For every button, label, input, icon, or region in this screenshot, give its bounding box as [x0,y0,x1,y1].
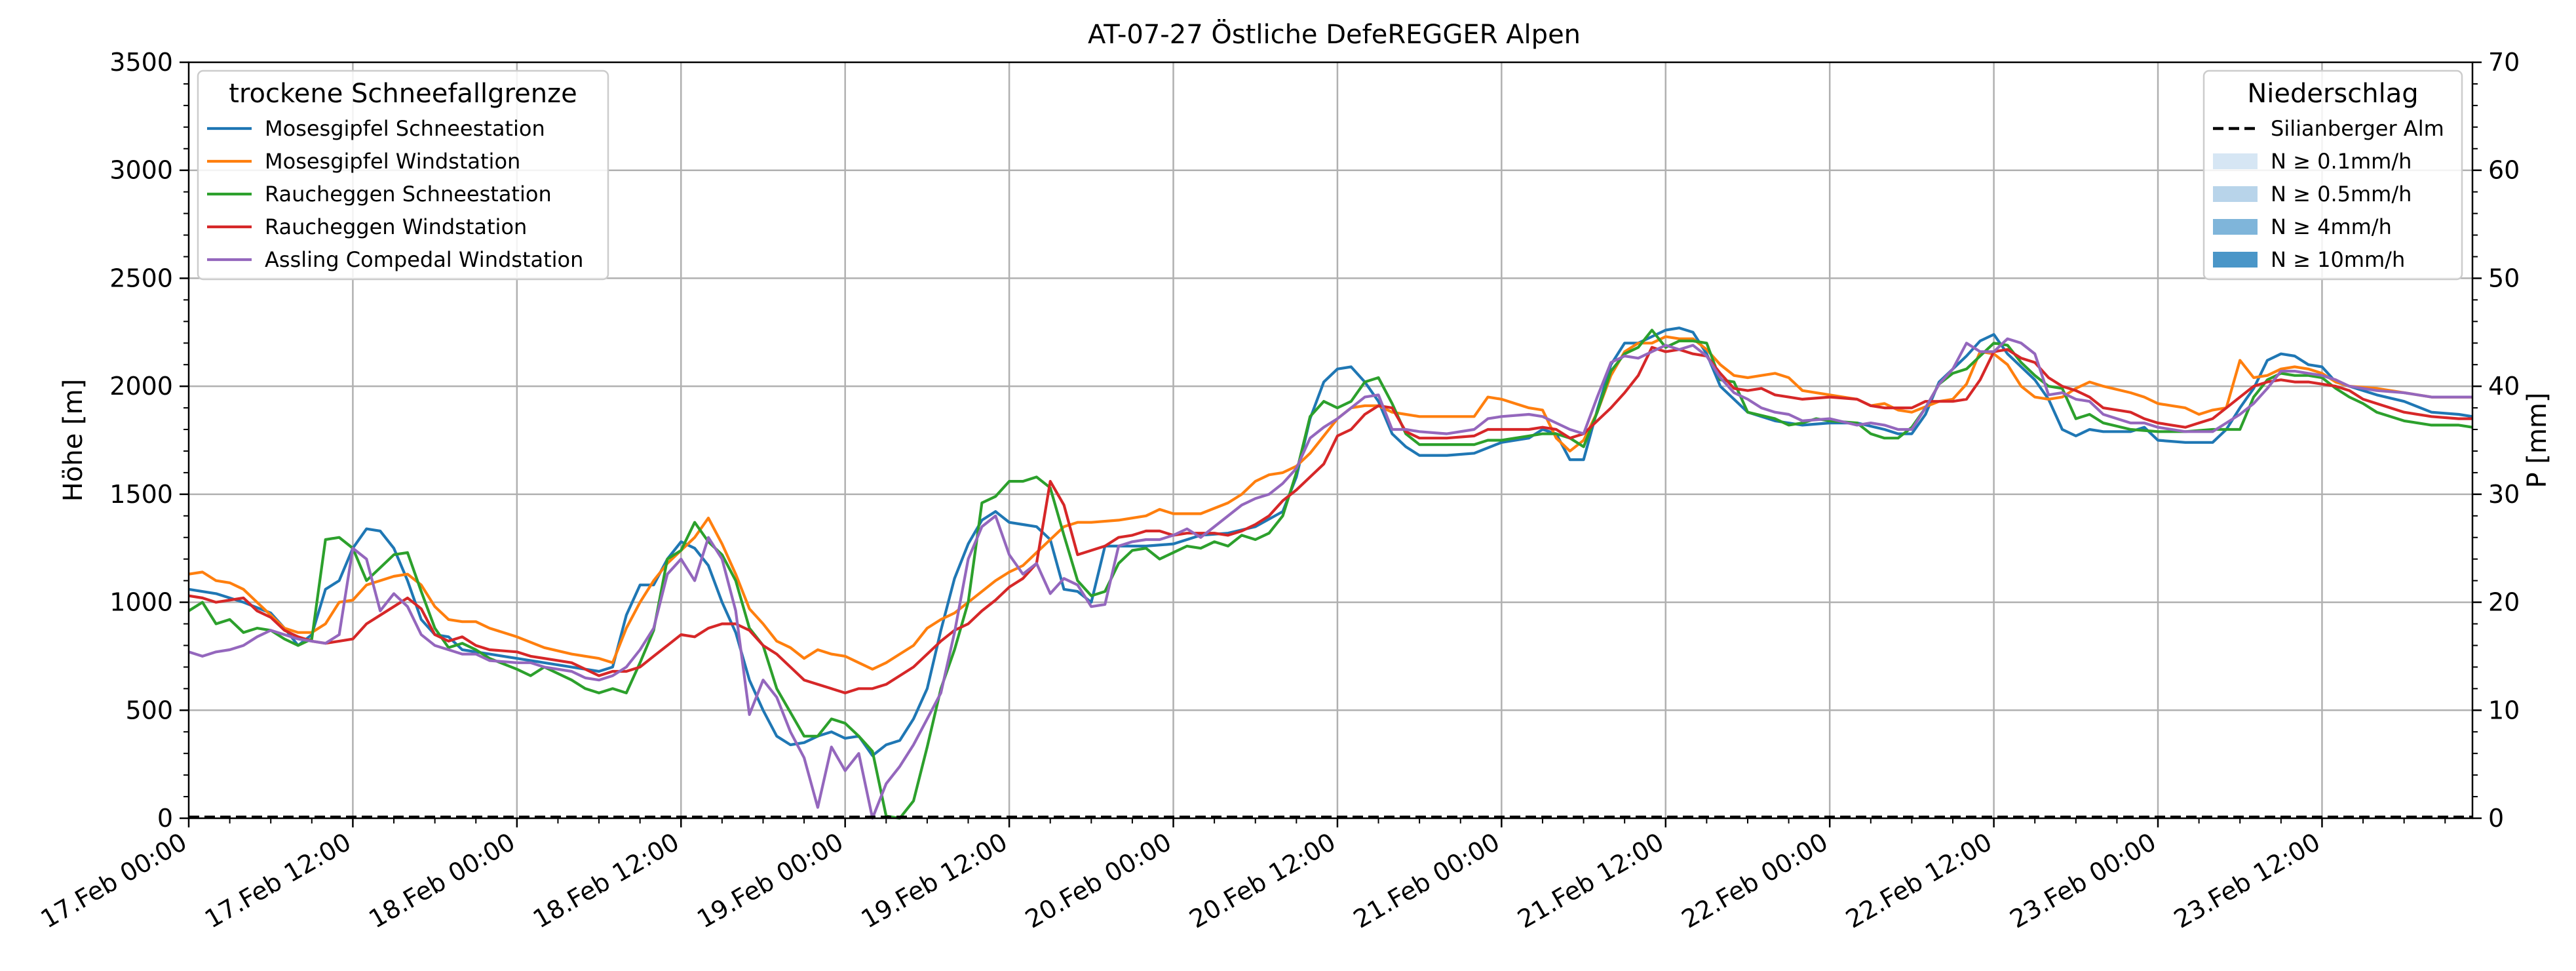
legend-entry: Assling Compedal Windstation [265,247,583,272]
y2-tick-label: 40 [2488,372,2520,401]
y-axis-right-ticks: 0 10 20 30 40 50 60 70 [2472,48,2520,833]
series-line [188,327,2473,757]
minor-ticks [183,83,2478,823]
legend-box [2202,69,2463,281]
y-axis-left-ticks: 0 500 1000 1500 2000 2500 3000 3500 [109,48,189,833]
y-tick-label: 1500 [109,480,173,509]
y2-tick-label: 30 [2488,480,2520,509]
plot-frame [187,61,2474,820]
y-tick-label: 3500 [109,48,173,77]
legend-title: Niederschlag [2247,79,2418,109]
series-line [188,337,2472,820]
y2-axis-label: P [mm] [2522,393,2552,488]
legend-precipitation: Niederschlag Silianberger Alm N ≥ 0.1mm/h N… [2202,69,2463,281]
legend-box [197,69,609,281]
legend-entry: Mosesgipfel Windstation [265,149,520,174]
y2-tick-label: 20 [2488,588,2520,617]
y-axis-label: Höhe [m] [58,379,88,502]
legend-entry: N ≥ 10mm/h [2271,247,2405,272]
y2-tick-label: 10 [2488,696,2520,724]
y-tick-label: 3000 [109,156,173,185]
series-lines [187,327,2473,820]
y2-tick-label: 60 [2488,156,2520,185]
chart-title: AT-07-27 Östliche DefeREGGER Alpen [1088,18,1581,50]
y-tick-label: 2500 [109,264,173,292]
y2-tick-label: 50 [2488,264,2520,292]
legend-swatch [2213,153,2258,169]
y2-tick-label: 70 [2488,48,2520,77]
y2-tick-label: 0 [2488,804,2504,833]
legend-swatch [2213,186,2258,202]
legend-entry: Raucheggen Schneestation [265,182,552,207]
y-tick-label: 1000 [109,588,173,617]
legend-entry: N ≥ 0.5mm/h [2271,182,2412,207]
grid-lines [189,62,2472,818]
series-line [188,346,2472,694]
legend-entry: N ≥ 4mm/h [2271,214,2392,239]
legend-entry: Silianberger Alm [2271,116,2444,141]
legend-title: trockene Schneefallgrenze [229,79,577,109]
y-tick-label: 2000 [109,372,173,401]
legend-entry: N ≥ 0.1mm/h [2271,149,2412,174]
legend-entry: Mosesgipfel Schneestation [265,116,545,141]
y-tick-label: 500 [125,696,173,724]
legend-snowline: trockene Schneefallgrenze Mosesgipfel Sch… [197,69,609,281]
legend-swatch [2213,219,2258,235]
legend-entry: Raucheggen Windstation [265,214,527,239]
y-tick-label: 0 [157,804,173,833]
legend-swatch [2213,252,2258,268]
